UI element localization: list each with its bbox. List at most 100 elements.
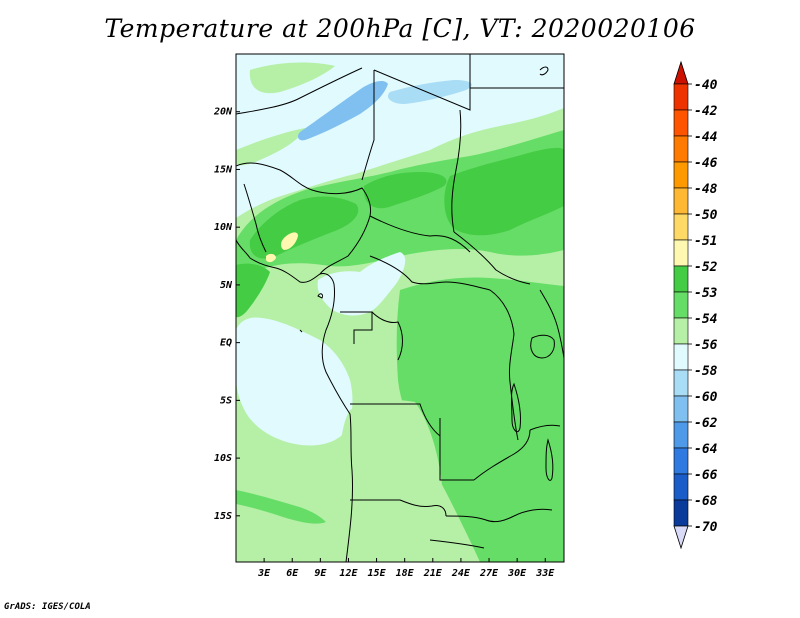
border-drc-east bbox=[489, 289, 519, 441]
lat-tick-label: 10S bbox=[214, 453, 232, 464]
colorbar: -40 -42 -44 -46 -48 -50 -51 -52 -53 -54 -56 -58 -60 -… bbox=[673, 60, 718, 550]
colorbar-segment bbox=[673, 369, 689, 397]
field-north-green-strip bbox=[236, 128, 305, 166]
border-sudan-south bbox=[453, 231, 531, 285]
field-blue-streak-1 bbox=[297, 81, 388, 141]
lat-tick-label: 10N bbox=[214, 222, 233, 233]
field-north-green-patch bbox=[249, 62, 335, 94]
field-ocean-south-green bbox=[236, 490, 326, 524]
colorbar-label: -52 bbox=[694, 260, 718, 275]
border-angola-south bbox=[350, 499, 447, 517]
border-car bbox=[369, 215, 471, 253]
border-angola-east bbox=[439, 418, 474, 481]
colorbar-top-triangle bbox=[673, 60, 689, 85]
lon-tick-label: 27E bbox=[479, 568, 499, 579]
border-east-coast bbox=[529, 424, 561, 431]
lat-tick-label: 15N bbox=[214, 164, 233, 175]
border-south-east bbox=[513, 508, 553, 517]
border-chad-sudan bbox=[451, 109, 462, 233]
colorbar-segment bbox=[673, 265, 689, 293]
border-north-3 bbox=[373, 54, 471, 111]
field-spot-51-a bbox=[281, 232, 298, 250]
latitude-axis: 20N 15N 10N 5N EQ 5S 10S 15S bbox=[213, 107, 240, 522]
colorbar-label: -51 bbox=[694, 234, 717, 249]
field-spot-51-b bbox=[266, 253, 276, 263]
lake-victoria bbox=[530, 334, 555, 359]
colorbar-segment bbox=[673, 135, 689, 163]
colorbar-label: -66 bbox=[694, 468, 718, 483]
colorbar-label: -53 bbox=[694, 286, 718, 301]
colorbar-segment bbox=[673, 213, 689, 241]
border-nigeria-cameroon bbox=[319, 215, 371, 275]
border-congo bbox=[371, 311, 403, 361]
border-west-1 bbox=[243, 183, 267, 253]
field-north-pale bbox=[236, 54, 564, 218]
border-cameroon-gabon bbox=[340, 311, 373, 344]
field-band-52-gulf bbox=[236, 263, 270, 318]
border-zambia-south bbox=[445, 515, 515, 523]
lat-tick-label: 20N bbox=[213, 107, 233, 118]
lon-tick-label: 18E bbox=[396, 568, 415, 579]
colorbar-label: -64 bbox=[694, 442, 718, 457]
lake-malawi bbox=[545, 438, 554, 481]
colorbar-segment bbox=[673, 161, 689, 189]
lake-tanganyika bbox=[511, 382, 521, 433]
lon-tick-label: 24E bbox=[451, 568, 471, 579]
colorbar-label: -42 bbox=[694, 104, 718, 119]
colorbar-label: -40 bbox=[694, 78, 718, 93]
colorbar-label: -68 bbox=[694, 494, 718, 509]
field-band-52-east bbox=[444, 147, 564, 236]
border-car-south bbox=[369, 255, 491, 291]
lat-tick-label: 15S bbox=[214, 511, 232, 522]
colorbar-label: -50 bbox=[694, 208, 718, 223]
lat-tick-label: EQ bbox=[220, 338, 232, 349]
border-zambia bbox=[473, 429, 531, 481]
colorbar-label: -60 bbox=[694, 390, 718, 405]
field-band-52-central bbox=[363, 172, 447, 209]
island-sao-tome bbox=[299, 329, 303, 333]
field-east-southwest-light bbox=[336, 400, 452, 562]
colorbar-label: -70 bbox=[694, 520, 718, 535]
border-north-1 bbox=[236, 67, 363, 115]
lon-tick-label: 21E bbox=[423, 568, 443, 579]
field-blue-streak-2 bbox=[387, 80, 472, 104]
colorbar-segment bbox=[673, 317, 689, 345]
field-ocean-pale bbox=[236, 317, 353, 446]
island-bioko bbox=[317, 293, 323, 299]
lon-tick-label: 15E bbox=[368, 568, 387, 579]
lat-tick-label: 5N bbox=[220, 280, 233, 291]
colorbar-segment bbox=[673, 239, 689, 267]
map-frame bbox=[235, 53, 565, 563]
colorbar-segment bbox=[673, 109, 689, 137]
colorbar-label: -44 bbox=[694, 130, 718, 145]
longitude-axis: 3E 6E 9E 12E 15E 18E 21E 24E 27E 30E 33E bbox=[257, 558, 555, 579]
plot-title: Temperature at 200hPa [C], VT: 202002010… bbox=[104, 14, 696, 43]
colorbar-label: -48 bbox=[694, 182, 718, 197]
field-band-52-west bbox=[249, 196, 359, 259]
colorbar-segment bbox=[673, 343, 689, 371]
border-ne-1 bbox=[539, 289, 564, 359]
coastline-west-africa bbox=[236, 239, 354, 562]
lon-tick-label: 9E bbox=[314, 568, 327, 579]
lon-tick-label: 6E bbox=[286, 568, 299, 579]
colorbar-segment bbox=[673, 499, 689, 527]
field-central-pale bbox=[317, 252, 406, 316]
colorbar-segment bbox=[673, 395, 689, 423]
colorbar-segment bbox=[673, 421, 689, 449]
colorbar-segment bbox=[673, 83, 689, 111]
boundaries bbox=[236, 54, 564, 562]
border-niger-nigeria bbox=[236, 162, 371, 217]
temperature-field bbox=[236, 54, 564, 562]
grads-credit: GrADS: IGES/COLA bbox=[4, 602, 91, 612]
colorbar-segment bbox=[673, 291, 689, 319]
colorbar-label: -62 bbox=[694, 416, 718, 431]
colorbar-segment bbox=[673, 187, 689, 215]
colorbar-label: -56 bbox=[694, 338, 718, 353]
island-ne bbox=[539, 66, 549, 76]
colorbar-bottom-triangle bbox=[673, 525, 689, 550]
lat-tick-label: 5S bbox=[220, 395, 232, 406]
field-east-south-53 bbox=[396, 277, 564, 562]
colorbar-segment bbox=[673, 473, 689, 501]
